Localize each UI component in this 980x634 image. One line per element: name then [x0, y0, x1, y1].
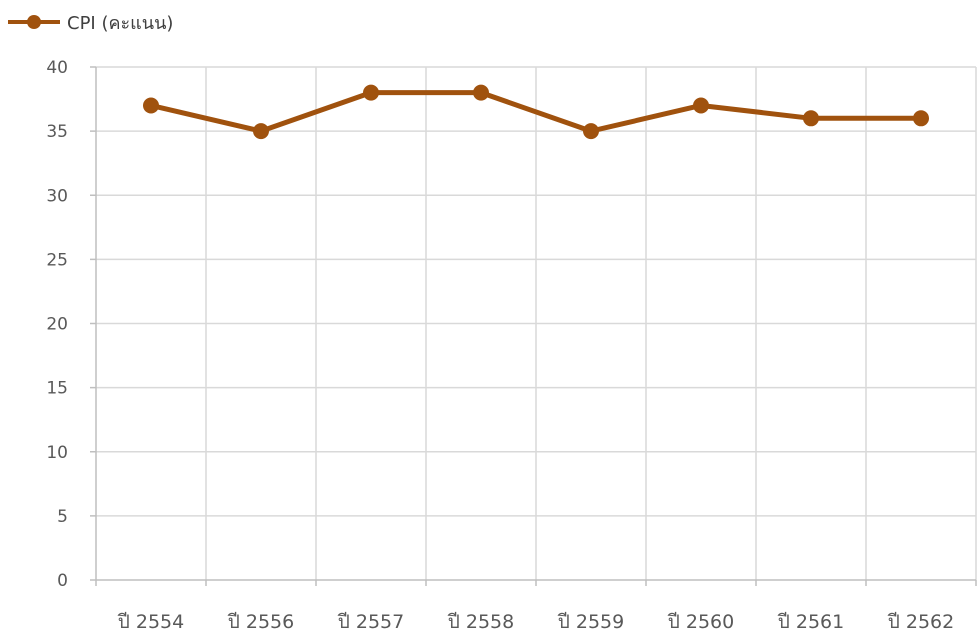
x-tick-label: ปี 2556: [227, 611, 294, 633]
data-point: [913, 110, 929, 127]
y-tick-label: 40: [46, 58, 68, 78]
data-point: [143, 97, 159, 114]
data-point: [253, 123, 269, 140]
y-tick-label: 35: [46, 122, 68, 142]
x-tick-label: ปี 2560: [667, 611, 734, 633]
data-point: [803, 110, 819, 127]
y-tick-label: 30: [46, 186, 68, 206]
y-tick-label: 5: [57, 507, 68, 527]
y-tick-label: 0: [57, 571, 68, 591]
series-cpi: [143, 84, 929, 140]
axes: [90, 66, 977, 586]
data-point: [693, 97, 709, 114]
data-point: [583, 123, 599, 140]
x-tick-label: ปี 2561: [777, 611, 844, 633]
y-tick-label: 10: [46, 443, 68, 463]
legend: CPI (คะแนน): [8, 13, 173, 34]
series-line: [148, 90, 924, 134]
y-tick-label: 25: [46, 250, 68, 270]
legend-label: CPI (คะแนน): [67, 13, 173, 34]
y-axis-ticks: 0 5 10 15 20 25 30 35 40: [46, 58, 68, 591]
y-tick-label: 15: [46, 379, 68, 399]
legend-dot-marker: [27, 15, 41, 29]
gridlines: [96, 66, 977, 580]
x-axis-ticks: ปี 2554 ปี 2556 ปี 2557 ปี 2558 ปี 2559 ปี 25…: [117, 611, 954, 633]
x-tick-label: ปี 2558: [447, 611, 514, 633]
x-tick-label: ปี 2554: [117, 611, 184, 633]
data-point: [473, 84, 489, 101]
x-tick-label: ปี 2557: [337, 611, 404, 633]
data-point: [363, 84, 379, 101]
x-tick-label: ปี 2562: [887, 611, 954, 633]
x-tick-label: ปี 2559: [557, 611, 624, 633]
y-tick-label: 20: [46, 315, 68, 335]
